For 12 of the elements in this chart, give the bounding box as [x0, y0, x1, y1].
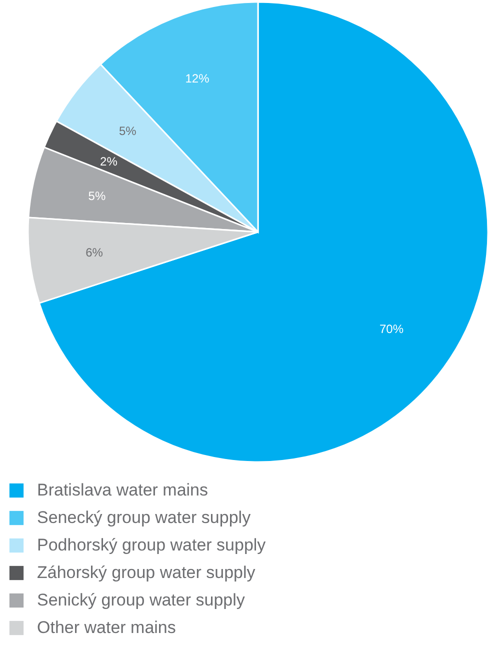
- legend-label: Other water mains: [37, 618, 176, 637]
- legend-label: Podhorský group water supply: [37, 536, 266, 554]
- legend-label: Bratislava water mains: [37, 480, 208, 500]
- data-label: 12%: [185, 72, 210, 86]
- data-label: 5%: [118, 124, 137, 138]
- legend-label: Senický group water supply: [37, 590, 246, 610]
- legend-label: Záhorský group water supply: [37, 563, 256, 582]
- data-label: 5%: [88, 189, 106, 204]
- data-label: 6%: [86, 246, 104, 260]
- legend-label: Senecký group water supply: [37, 508, 252, 527]
- data-label: 70%: [379, 322, 404, 336]
- data-label: 2%: [100, 154, 118, 169]
